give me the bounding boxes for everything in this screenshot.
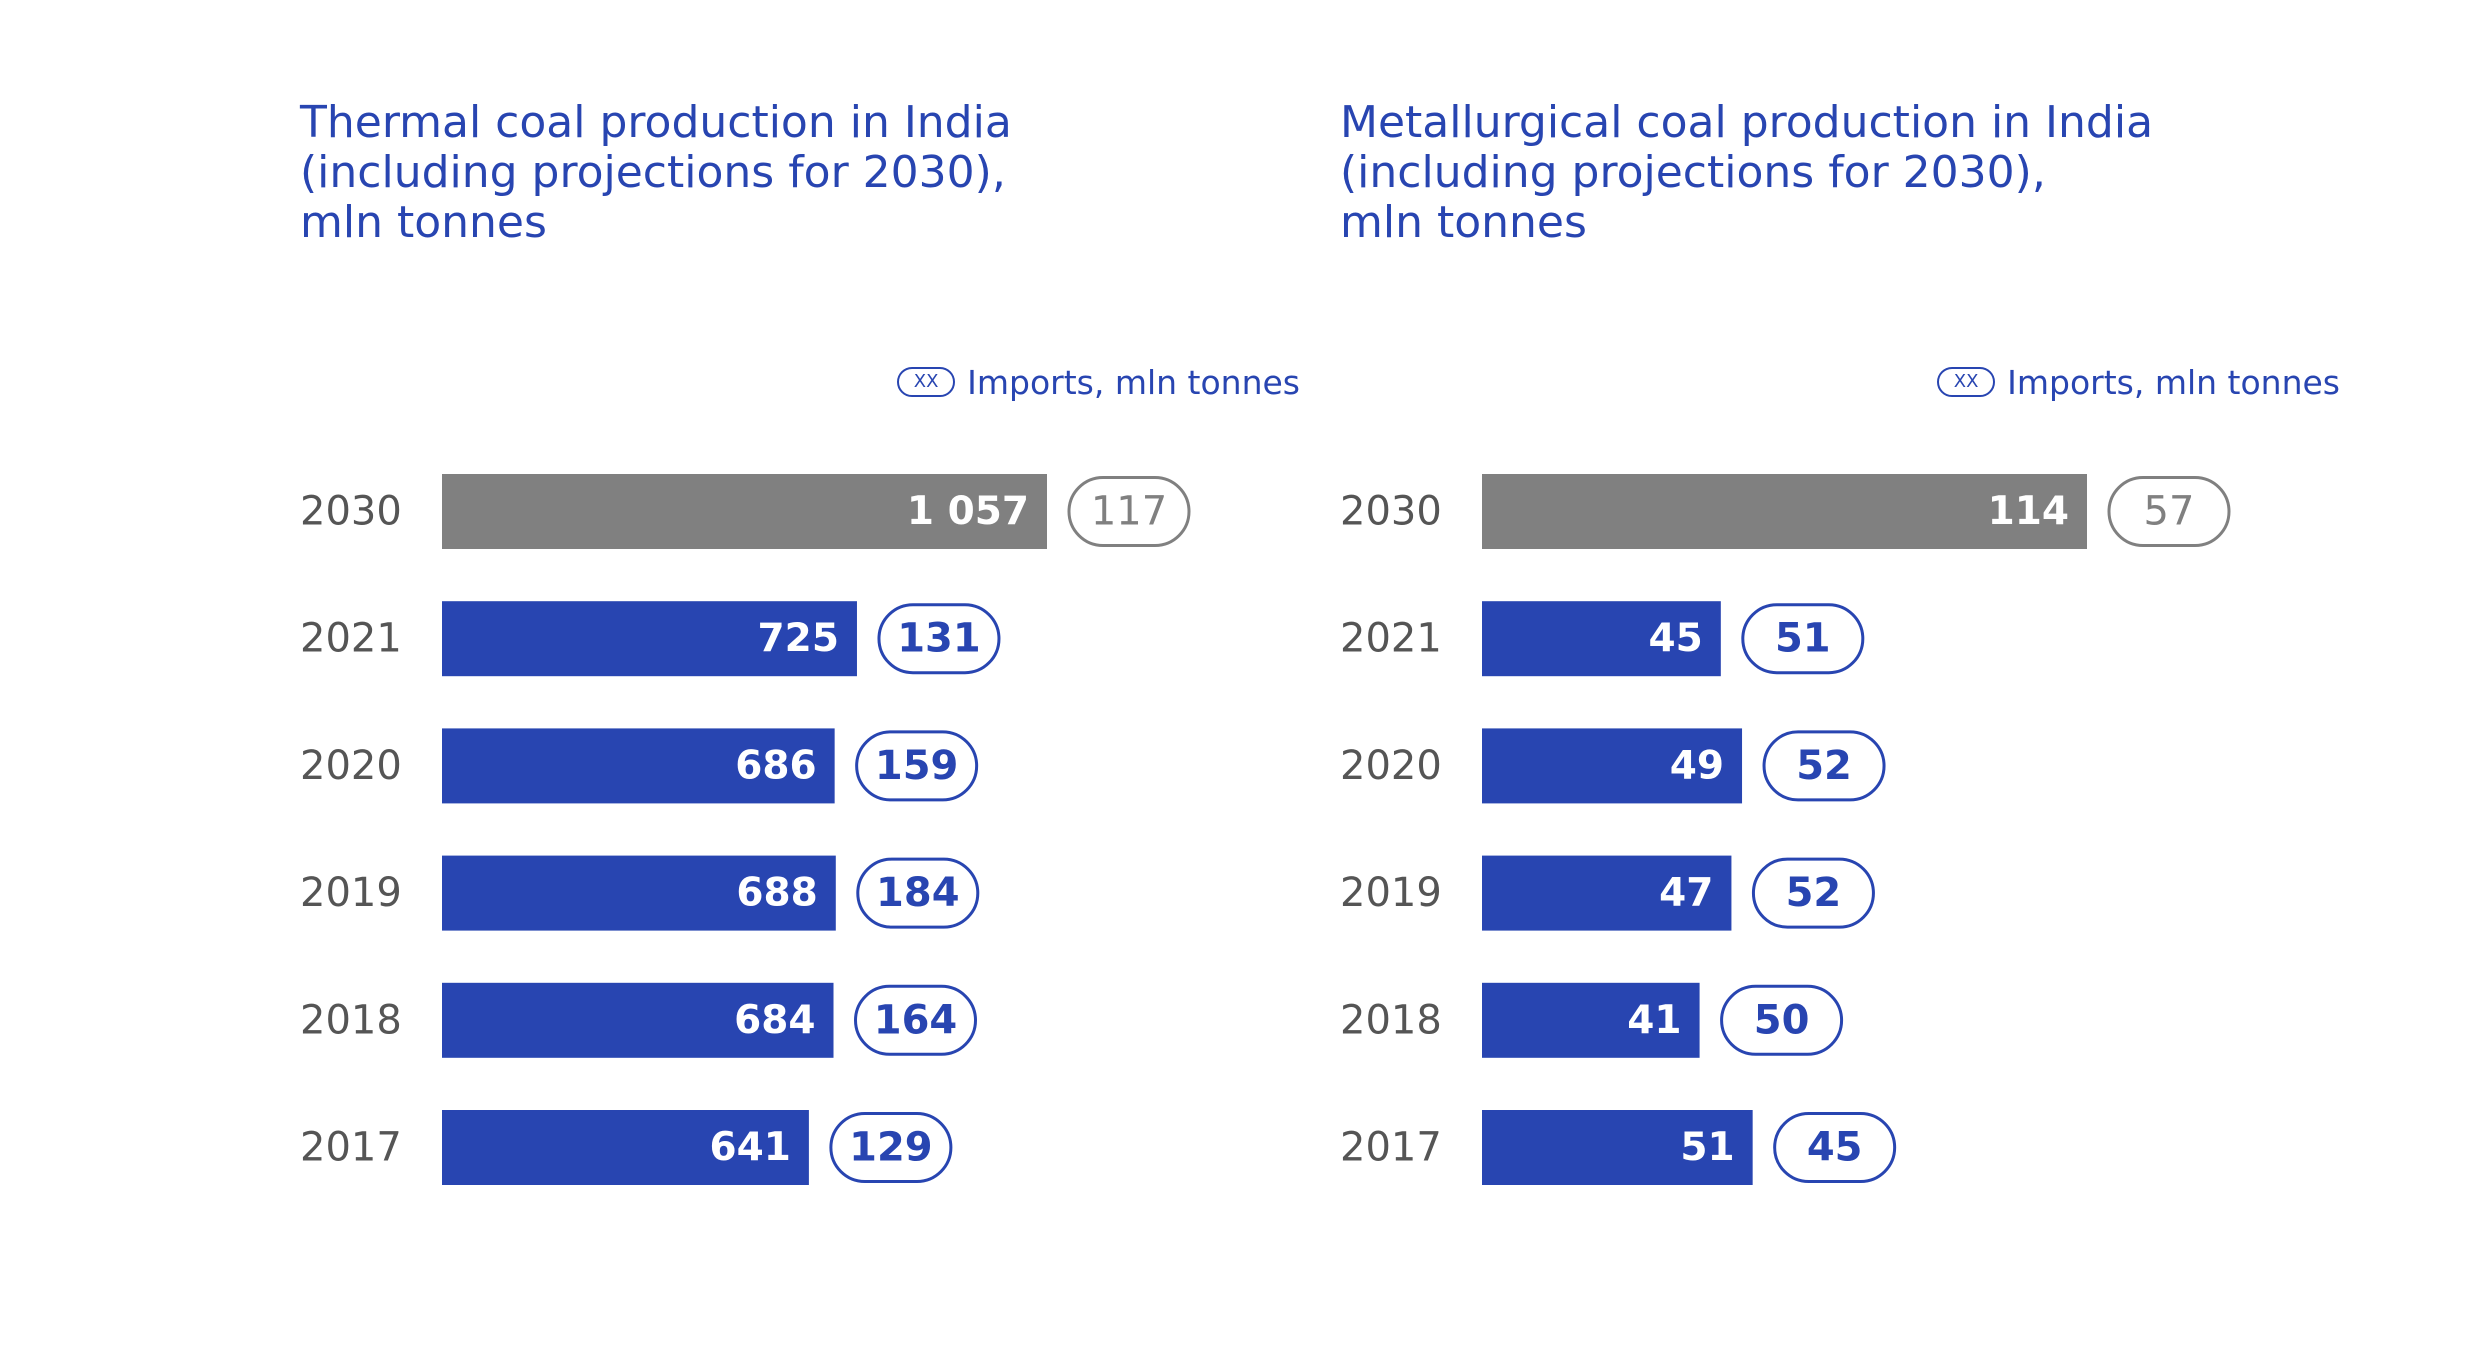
imports-value-label: 117	[1091, 489, 1167, 535]
year-label: 2020	[300, 743, 402, 789]
imports-value-label: 52	[1796, 743, 1852, 789]
chart-title-line: (including projections for 2030),	[1340, 147, 2046, 198]
production-bar	[1482, 855, 1732, 931]
imports-pill	[877, 603, 1001, 675]
bar-value-label: 684	[734, 998, 815, 1043]
imports-value-label: 184	[876, 870, 960, 916]
imports-pill	[1773, 1112, 1897, 1183]
legend-pill-icon: XX	[897, 367, 956, 397]
bar-value-label: 114	[1988, 489, 2069, 534]
imports-value-label: 50	[1754, 997, 1810, 1043]
chart-title-line: Thermal coal production in India	[300, 97, 1012, 148]
year-label: 2019	[300, 870, 402, 916]
imports-pill	[854, 984, 978, 1056]
imports-value-label: 129	[849, 1125, 933, 1171]
imports-value-label: 45	[1807, 1125, 1863, 1171]
chart-legend: XX Imports, mln tonnes	[1937, 362, 2340, 402]
legend-pill-icon: XX	[1937, 367, 1996, 397]
imports-value-label: 51	[1775, 616, 1831, 662]
imports-pill	[1762, 730, 1886, 802]
imports-pill	[2107, 476, 2231, 547]
production-bar	[442, 1110, 809, 1185]
bar-value-label: 47	[1659, 871, 1713, 916]
production-bar	[442, 728, 835, 804]
imports-pill	[829, 1112, 953, 1183]
imports-value-label: 164	[874, 997, 958, 1043]
production-bar	[442, 855, 836, 931]
year-label: 2017	[1340, 1125, 1442, 1171]
chart-title: Thermal coal production in India (includ…	[300, 98, 1300, 248]
year-label: 2021	[300, 616, 402, 662]
imports-value-label: 131	[897, 616, 981, 662]
bar-value-label: 45	[1649, 616, 1703, 661]
chart-title: Metallurgical coal production in India (…	[1340, 98, 2340, 248]
production-bar	[1482, 474, 2087, 549]
bar-value-label: 688	[736, 871, 817, 916]
production-bar	[1482, 728, 1743, 804]
year-label: 2030	[300, 489, 402, 535]
legend-label: Imports, mln tonnes	[2007, 362, 2340, 402]
chart-legend: XX Imports, mln tonnes	[897, 362, 1300, 402]
bar-value-label: 49	[1670, 743, 1724, 788]
imports-value-label: 57	[2144, 489, 2195, 535]
imports-pill	[856, 857, 980, 929]
imports-pill	[1741, 603, 1865, 675]
imports-pill	[1067, 476, 1191, 547]
chart-title-line: mln tonnes	[300, 197, 547, 248]
production-bar	[1482, 1110, 1753, 1185]
bar-value-label: 725	[758, 616, 839, 661]
imports-value-label: 52	[1786, 870, 1842, 916]
bar-value-label: 51	[1680, 1125, 1734, 1170]
year-label: 2017	[300, 1125, 402, 1171]
bar-value-label: 1 057	[907, 489, 1029, 534]
metallurgical-coal-bar-chart: 2030 114 57 2021 45 51 2020 49 52 2019 47 52 2018 41 5…	[1340, 474, 2231, 1185]
bar-value-label: 686	[735, 743, 816, 788]
bar-value-label: 641	[709, 1125, 790, 1170]
year-label: 2030	[1340, 489, 1442, 535]
year-label: 2021	[1340, 616, 1442, 662]
year-label: 2018	[300, 997, 402, 1043]
thermal-coal-panel: Thermal coal production in India (includ…	[300, 0, 1300, 1356]
metallurgical-coal-panel: Metallurgical coal production in India (…	[1340, 0, 2340, 1356]
production-bar	[442, 474, 1047, 549]
imports-value-label: 159	[875, 743, 959, 789]
production-bar	[1482, 601, 1721, 677]
chart-title-line: mln tonnes	[1340, 197, 1587, 248]
year-label: 2020	[1340, 743, 1442, 789]
chart-title-line: (including projections for 2030),	[300, 147, 1006, 198]
production-bar	[442, 601, 857, 677]
chart-title-line: Metallurgical coal production in India	[1340, 97, 2154, 148]
imports-pill	[1720, 984, 1844, 1056]
production-bar	[442, 982, 834, 1058]
legend-label: Imports, mln tonnes	[967, 362, 1300, 402]
year-label: 2019	[1340, 870, 1442, 916]
bar-value-label: 41	[1627, 998, 1681, 1043]
year-label: 2018	[1340, 997, 1442, 1043]
thermal-coal-bar-chart: 2030 1 057 117 2021 725 131 2020 686 159 2019 688 1…	[300, 474, 1191, 1185]
imports-pill	[855, 730, 979, 802]
production-bar	[1482, 982, 1700, 1058]
imports-pill	[1751, 857, 1875, 929]
